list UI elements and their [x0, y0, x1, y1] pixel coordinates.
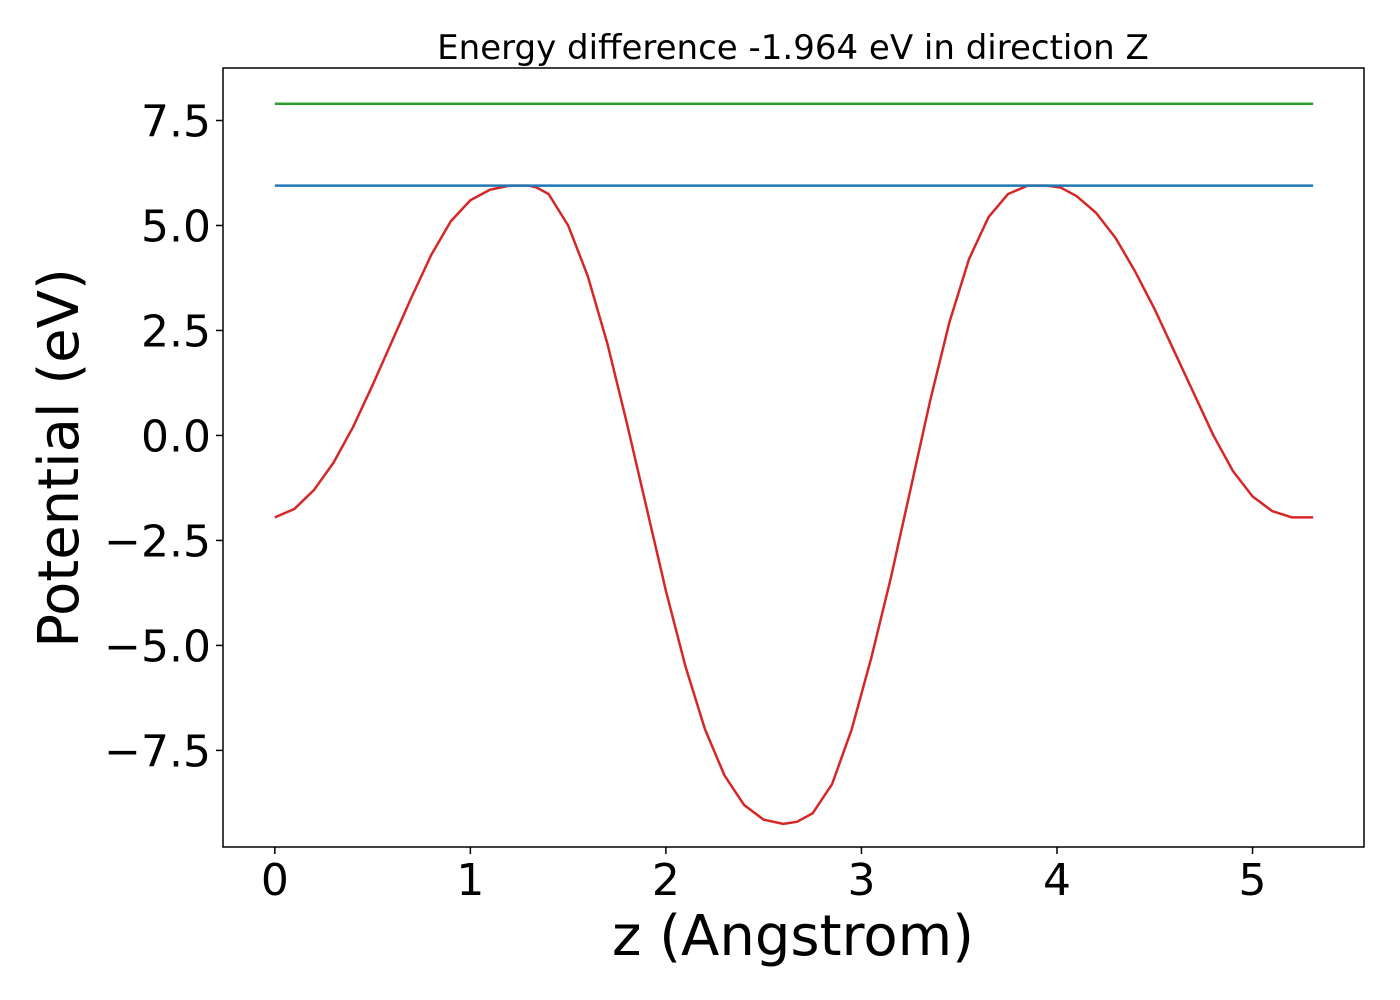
x-tick-label: 2 [652, 855, 680, 906]
plot-area [222, 67, 1365, 848]
x-axis-ticks: 0 1 2 3 4 5 [261, 847, 1267, 906]
y-axis-label: Potential (eV) [27, 268, 92, 648]
y-tick-label: −5.0 [104, 621, 211, 672]
y-tick-label: 2.5 [141, 306, 211, 357]
chart-title: Energy difference -1.964 eV in direction… [437, 28, 1149, 68]
x-axis-label: z (Angstrom) [612, 904, 974, 969]
series-layer [274, 102, 1314, 826]
x-tick-label: 4 [1043, 855, 1071, 906]
y-axis-ticks: 7.5 5.0 2.5 0.0 −2.5 −5.0 −7.5 [104, 96, 223, 777]
y-tick-label: 5.0 [141, 201, 211, 252]
x-tick-label: 0 [261, 855, 289, 906]
y-tick-label: −7.5 [104, 726, 211, 777]
y-tick-label: −2.5 [104, 516, 211, 567]
x-tick-label: 1 [456, 855, 484, 906]
x-tick-label: 5 [1239, 855, 1267, 906]
x-tick-label: 3 [847, 855, 875, 906]
y-tick-label: 7.5 [141, 96, 211, 147]
y-tick-label: 0.0 [141, 411, 211, 462]
series-line-1 [274, 184, 1314, 826]
